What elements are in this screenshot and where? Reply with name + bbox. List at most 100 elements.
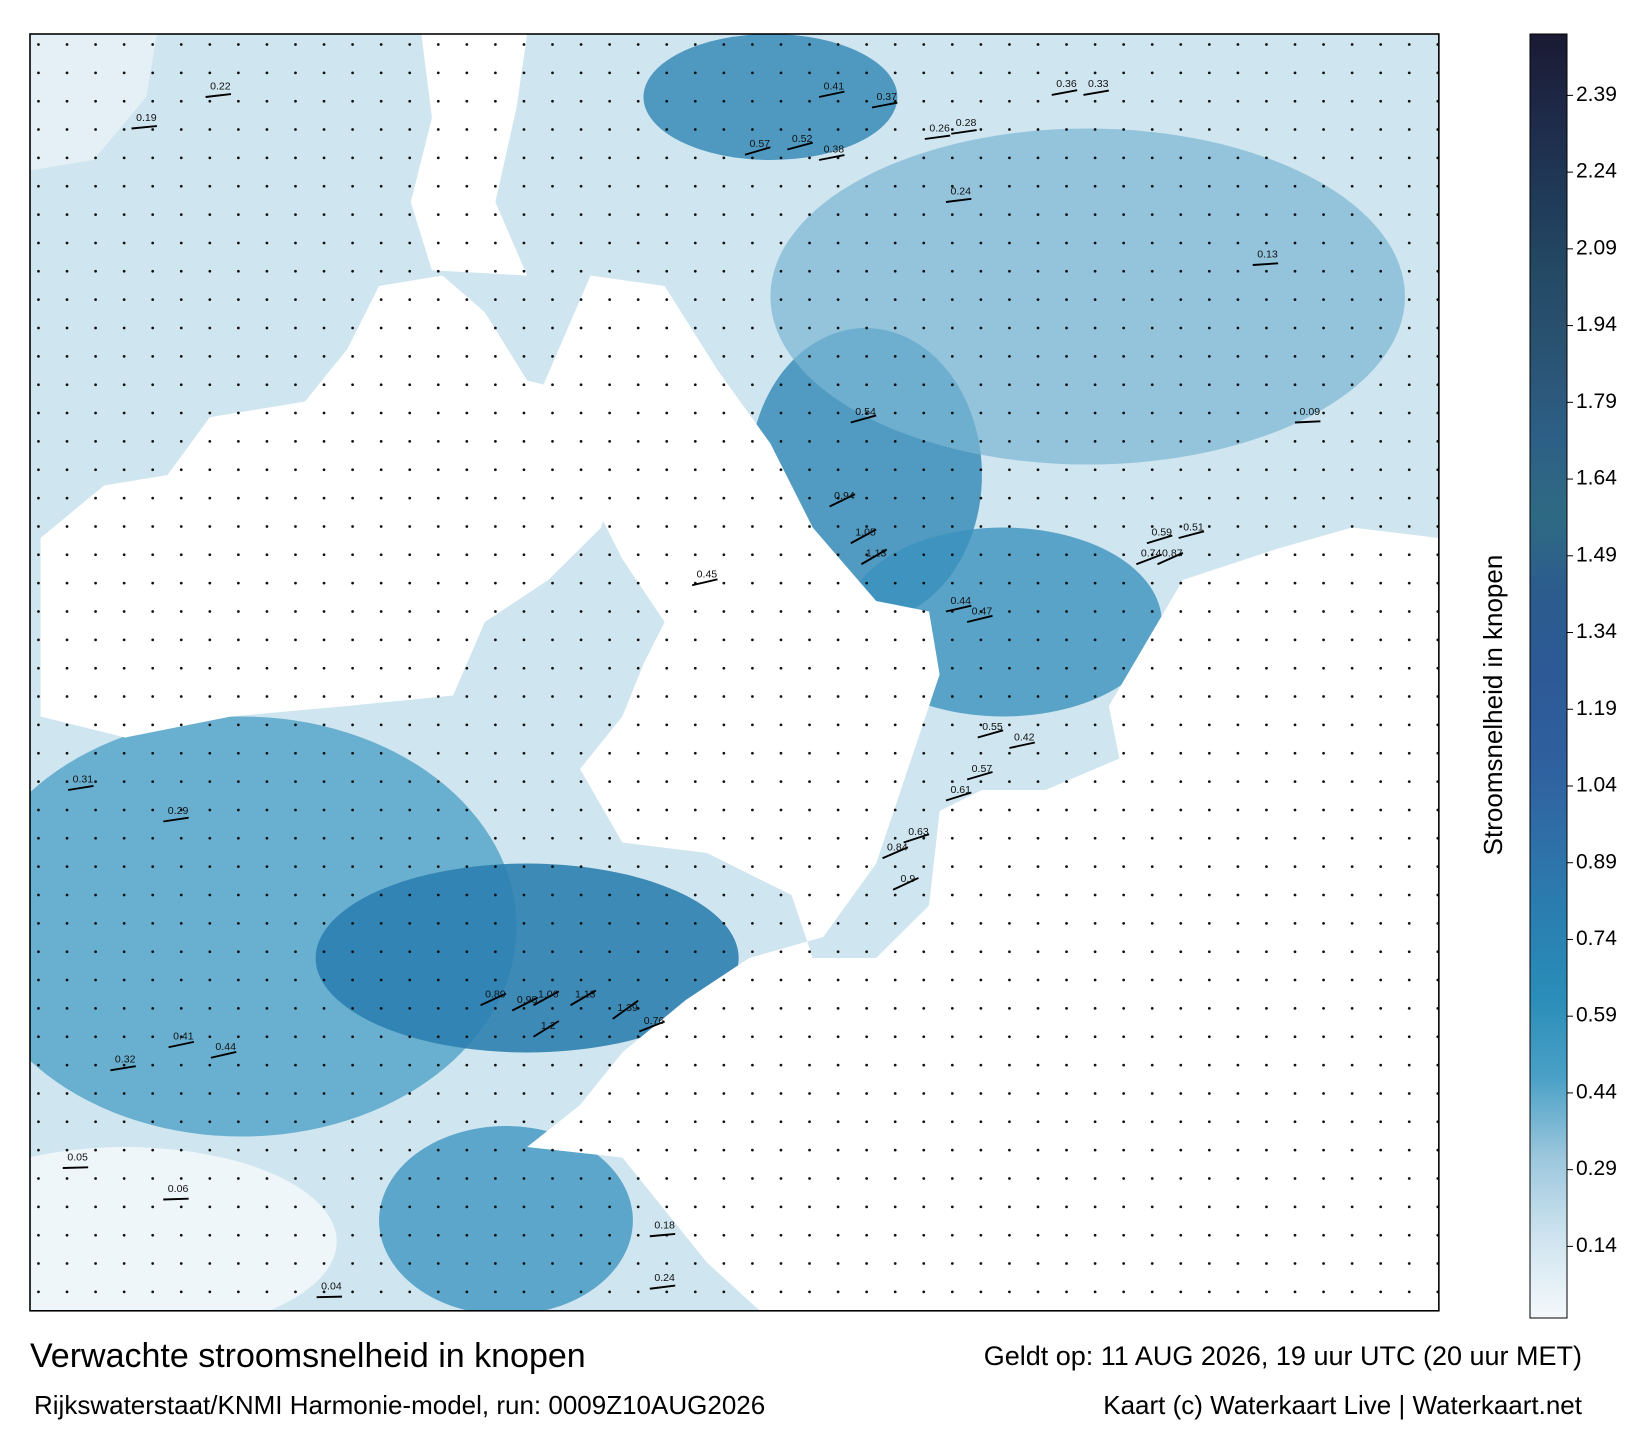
grid-dot <box>322 666 326 670</box>
credit: Kaart (c) Waterkaart Live | Waterkaart.n… <box>1103 1390 1583 1420</box>
grid-dot <box>979 638 983 642</box>
grid-dot <box>408 383 412 387</box>
grid-dot <box>579 1035 583 1039</box>
grid-dot <box>1379 411 1383 415</box>
grid-dot <box>1207 865 1211 869</box>
grid-dot <box>1008 1205 1011 1209</box>
grid-dot <box>37 1035 40 1039</box>
grid-dot <box>294 581 297 585</box>
grid-dot <box>179 921 183 925</box>
grid-dot <box>551 921 554 925</box>
grid-dot <box>722 184 726 188</box>
grid-dot <box>865 1262 869 1265</box>
grid-dot <box>608 808 611 812</box>
grid-dot <box>179 440 183 443</box>
grid-dot <box>494 950 497 954</box>
grid-dot <box>294 440 297 443</box>
grid-dot <box>636 440 640 443</box>
grid-dot <box>37 1063 40 1067</box>
grid-dot <box>494 553 497 557</box>
grid-dot <box>408 468 412 472</box>
grid-dot <box>1293 723 1297 727</box>
grid-dot <box>265 213 269 216</box>
grid-dot <box>1207 1177 1211 1180</box>
grid-dot <box>922 1290 926 1294</box>
grid-dot <box>379 383 383 387</box>
grid-dot <box>265 440 269 443</box>
grid-dot <box>236 780 240 783</box>
grid-dot <box>1379 893 1383 897</box>
grid-dot <box>1122 836 1126 840</box>
grid-dot <box>922 723 926 727</box>
grid-dot <box>436 99 440 103</box>
grid-dot <box>693 666 697 670</box>
grid-dot <box>1150 978 1154 982</box>
speed-label: 0.33 <box>1088 78 1109 90</box>
grid-dot <box>1350 921 1354 925</box>
grid-dot <box>408 780 412 783</box>
grid-dot <box>579 1233 583 1237</box>
grid-dot <box>37 1290 40 1294</box>
grid-dot <box>494 213 497 216</box>
grid-dot <box>379 1233 383 1237</box>
grid-dot <box>37 865 40 869</box>
current-arrow <box>638 1020 665 1033</box>
grid-dot <box>379 326 383 330</box>
grid-dot <box>808 411 811 415</box>
speed-label: 0.63 <box>908 826 929 838</box>
speed-label: 1.13 <box>575 989 596 1001</box>
grid-dot <box>1265 751 1268 755</box>
grid-dot <box>751 893 754 897</box>
grid-dot <box>1379 610 1383 613</box>
grid-dot <box>1350 128 1354 131</box>
grid-dot <box>1207 241 1211 245</box>
grid-dot <box>265 383 269 387</box>
current-arrow <box>924 134 951 140</box>
grid-dot <box>608 1148 611 1152</box>
grid-dot <box>608 213 611 216</box>
grid-dot <box>65 950 69 954</box>
grid-dot <box>1150 71 1154 75</box>
grid-dot <box>265 71 269 75</box>
grid-dot <box>122 581 126 585</box>
grid-dot <box>322 893 326 897</box>
grid-dot <box>208 525 212 528</box>
grid-dot <box>579 1007 583 1010</box>
speed-label: 0.13 <box>1257 248 1278 260</box>
grid-dot <box>122 893 126 897</box>
grid-dot <box>522 411 526 415</box>
grid-dot <box>122 354 126 358</box>
grid-dot <box>979 440 983 443</box>
grid-dot <box>265 666 269 670</box>
grid-dot <box>122 99 126 103</box>
grid-dot <box>65 184 69 188</box>
grid-dot <box>408 1233 412 1237</box>
grid-dot <box>1008 695 1011 698</box>
grid-dot <box>722 440 726 443</box>
grid-dot <box>608 184 611 188</box>
grid-dot <box>1179 411 1183 415</box>
grid-dot <box>551 213 554 216</box>
grid-dot <box>94 525 97 528</box>
grid-dot <box>893 780 897 783</box>
colorbar-tick-label: 1.49 <box>1576 543 1617 566</box>
grid-dot <box>1122 269 1126 273</box>
grid-dot <box>465 354 469 358</box>
grid-dot <box>522 525 526 528</box>
grid-dot <box>1207 638 1211 642</box>
grid-dot <box>1379 1205 1383 1209</box>
grid-dot <box>1322 128 1325 131</box>
grid-dot <box>408 581 412 585</box>
grid-dot <box>693 1120 697 1124</box>
grid-dot <box>551 1063 554 1067</box>
grid-dot <box>836 1035 840 1039</box>
grid-dot <box>1150 1233 1154 1237</box>
grid-dot <box>179 1120 183 1124</box>
grid-dot <box>37 71 40 75</box>
grid-dot <box>1379 354 1383 358</box>
grid-dot <box>1065 213 1068 216</box>
grid-dot <box>779 1290 783 1294</box>
grid-dot <box>693 156 697 160</box>
speed-label: 0.76 <box>644 1015 665 1027</box>
grid-dot <box>379 99 383 103</box>
